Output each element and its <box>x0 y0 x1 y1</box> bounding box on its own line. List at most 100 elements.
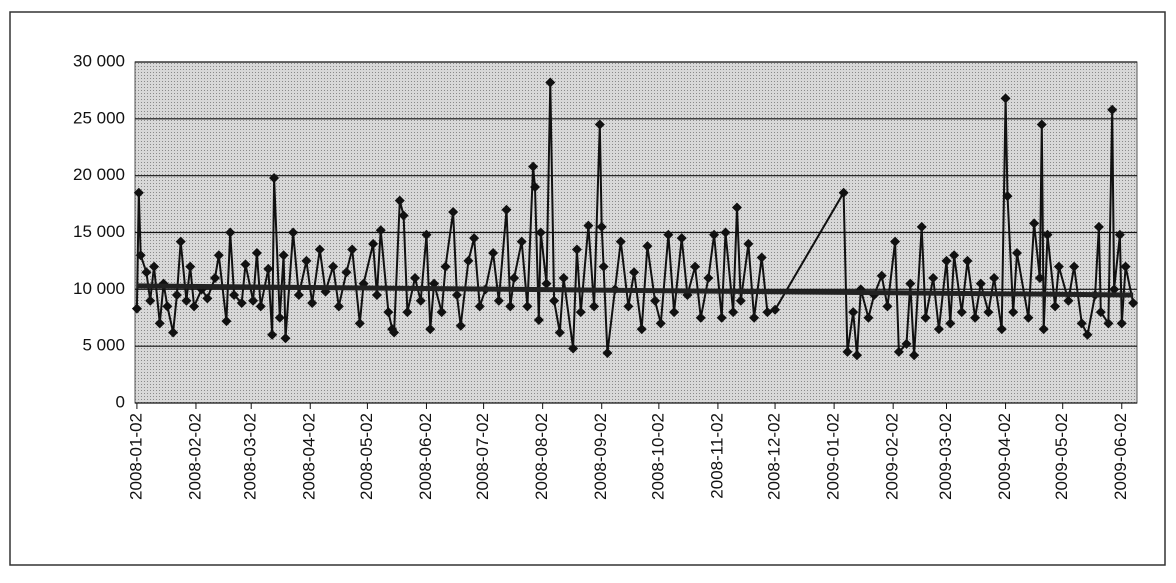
point-marker <box>210 272 221 283</box>
point-marker <box>568 343 579 354</box>
x-tick-label: 2009-05-02 <box>1052 413 1071 500</box>
point-marker <box>448 207 459 218</box>
x-tick-label: 2008-07-02 <box>473 413 492 500</box>
point-marker <box>421 229 432 240</box>
point-marker <box>528 161 539 172</box>
point-marker <box>402 307 413 318</box>
x-tick-label: 2008-05-02 <box>357 413 376 500</box>
point-marker <box>842 346 853 357</box>
point-marker <box>554 327 565 338</box>
point-marker <box>956 307 967 318</box>
point-marker <box>189 301 200 312</box>
x-tick-label: 2008-03-02 <box>241 413 260 500</box>
point-marker <box>131 303 142 314</box>
point-marker <box>1042 229 1053 240</box>
point-marker <box>255 301 266 312</box>
point-marker <box>185 261 196 272</box>
point-marker <box>455 320 466 331</box>
point-marker <box>251 247 262 258</box>
y-tick-label: 20 000 <box>73 165 125 184</box>
point-marker <box>509 272 520 283</box>
point-marker <box>168 327 179 338</box>
point-marker <box>762 307 773 318</box>
x-tick-label: 2009-03-02 <box>936 413 955 500</box>
point-marker <box>1095 307 1106 318</box>
point-marker <box>181 295 192 306</box>
point-marker <box>135 250 146 261</box>
point-marker <box>655 318 666 329</box>
point-marker <box>440 261 451 272</box>
point-marker <box>636 324 647 335</box>
point-marker <box>149 261 160 272</box>
x-tick-label: 2008-11-02 <box>707 413 726 499</box>
point-marker <box>920 312 931 323</box>
point-marker <box>1069 261 1080 272</box>
point-marker <box>1093 221 1104 232</box>
point-marker <box>240 259 251 270</box>
point-marker <box>535 227 546 238</box>
point-marker <box>663 229 674 240</box>
y-tick-label: 5 000 <box>82 336 125 355</box>
point-marker <box>770 304 781 315</box>
point-marker <box>328 261 339 272</box>
x-tick-label: 2009-04-02 <box>995 413 1014 500</box>
point-marker <box>1103 318 1114 329</box>
point-marker <box>1082 329 1093 340</box>
point-marker <box>1008 307 1019 318</box>
point-marker <box>596 221 607 232</box>
point-marker <box>983 307 994 318</box>
point-marker <box>469 233 480 244</box>
point-marker <box>415 295 426 306</box>
point-marker <box>368 238 379 249</box>
x-tick-label: 2008-12-02 <box>765 413 784 500</box>
point-marker <box>293 290 304 301</box>
point-marker <box>1120 261 1131 272</box>
point-marker <box>589 301 600 312</box>
point-marker <box>436 307 447 318</box>
point-marker <box>248 295 259 306</box>
point-marker <box>695 312 706 323</box>
point-marker <box>1109 284 1120 295</box>
x-tick-label: 2009-02-02 <box>883 413 902 500</box>
y-tick-label: 30 000 <box>73 51 125 70</box>
point-marker <box>941 255 952 266</box>
x-tick-label: 2008-01-02 <box>126 413 145 500</box>
y-tick-label: 25 000 <box>73 108 125 127</box>
point-marker <box>575 307 586 318</box>
point-marker <box>530 182 541 193</box>
point-marker <box>425 324 436 335</box>
point-marker <box>623 301 634 312</box>
point-marker <box>1036 119 1047 130</box>
point-marker <box>410 272 421 283</box>
point-marker <box>236 297 247 308</box>
point-marker <box>735 295 746 306</box>
point-marker <box>202 293 213 304</box>
point-marker <box>229 290 240 301</box>
x-tick-label: 2008-02-02 <box>185 413 204 500</box>
x-tick-label: 2008-10-02 <box>648 413 667 500</box>
point-marker <box>533 315 544 326</box>
point-marker <box>505 301 516 312</box>
point-marker <box>583 220 594 231</box>
y-tick-label: 15 000 <box>73 222 125 241</box>
point-marker <box>501 204 512 215</box>
point-marker <box>669 307 680 318</box>
point-marker <box>728 307 739 318</box>
point-marker <box>1053 261 1064 272</box>
y-tick-label: 10 000 <box>73 279 125 298</box>
point-marker <box>975 278 986 289</box>
point-marker <box>676 233 687 244</box>
point-marker <box>690 261 701 272</box>
point-marker <box>848 307 859 318</box>
point-marker <box>890 236 901 247</box>
point-marker <box>263 263 274 274</box>
x-tick-label: 2008-09-02 <box>591 413 610 500</box>
point-marker <box>970 312 981 323</box>
point-marker <box>615 236 626 247</box>
point-marker <box>851 350 862 361</box>
point-marker <box>213 250 224 261</box>
point-marker <box>650 295 661 306</box>
point-marker <box>354 318 365 329</box>
point-marker <box>838 187 849 198</box>
